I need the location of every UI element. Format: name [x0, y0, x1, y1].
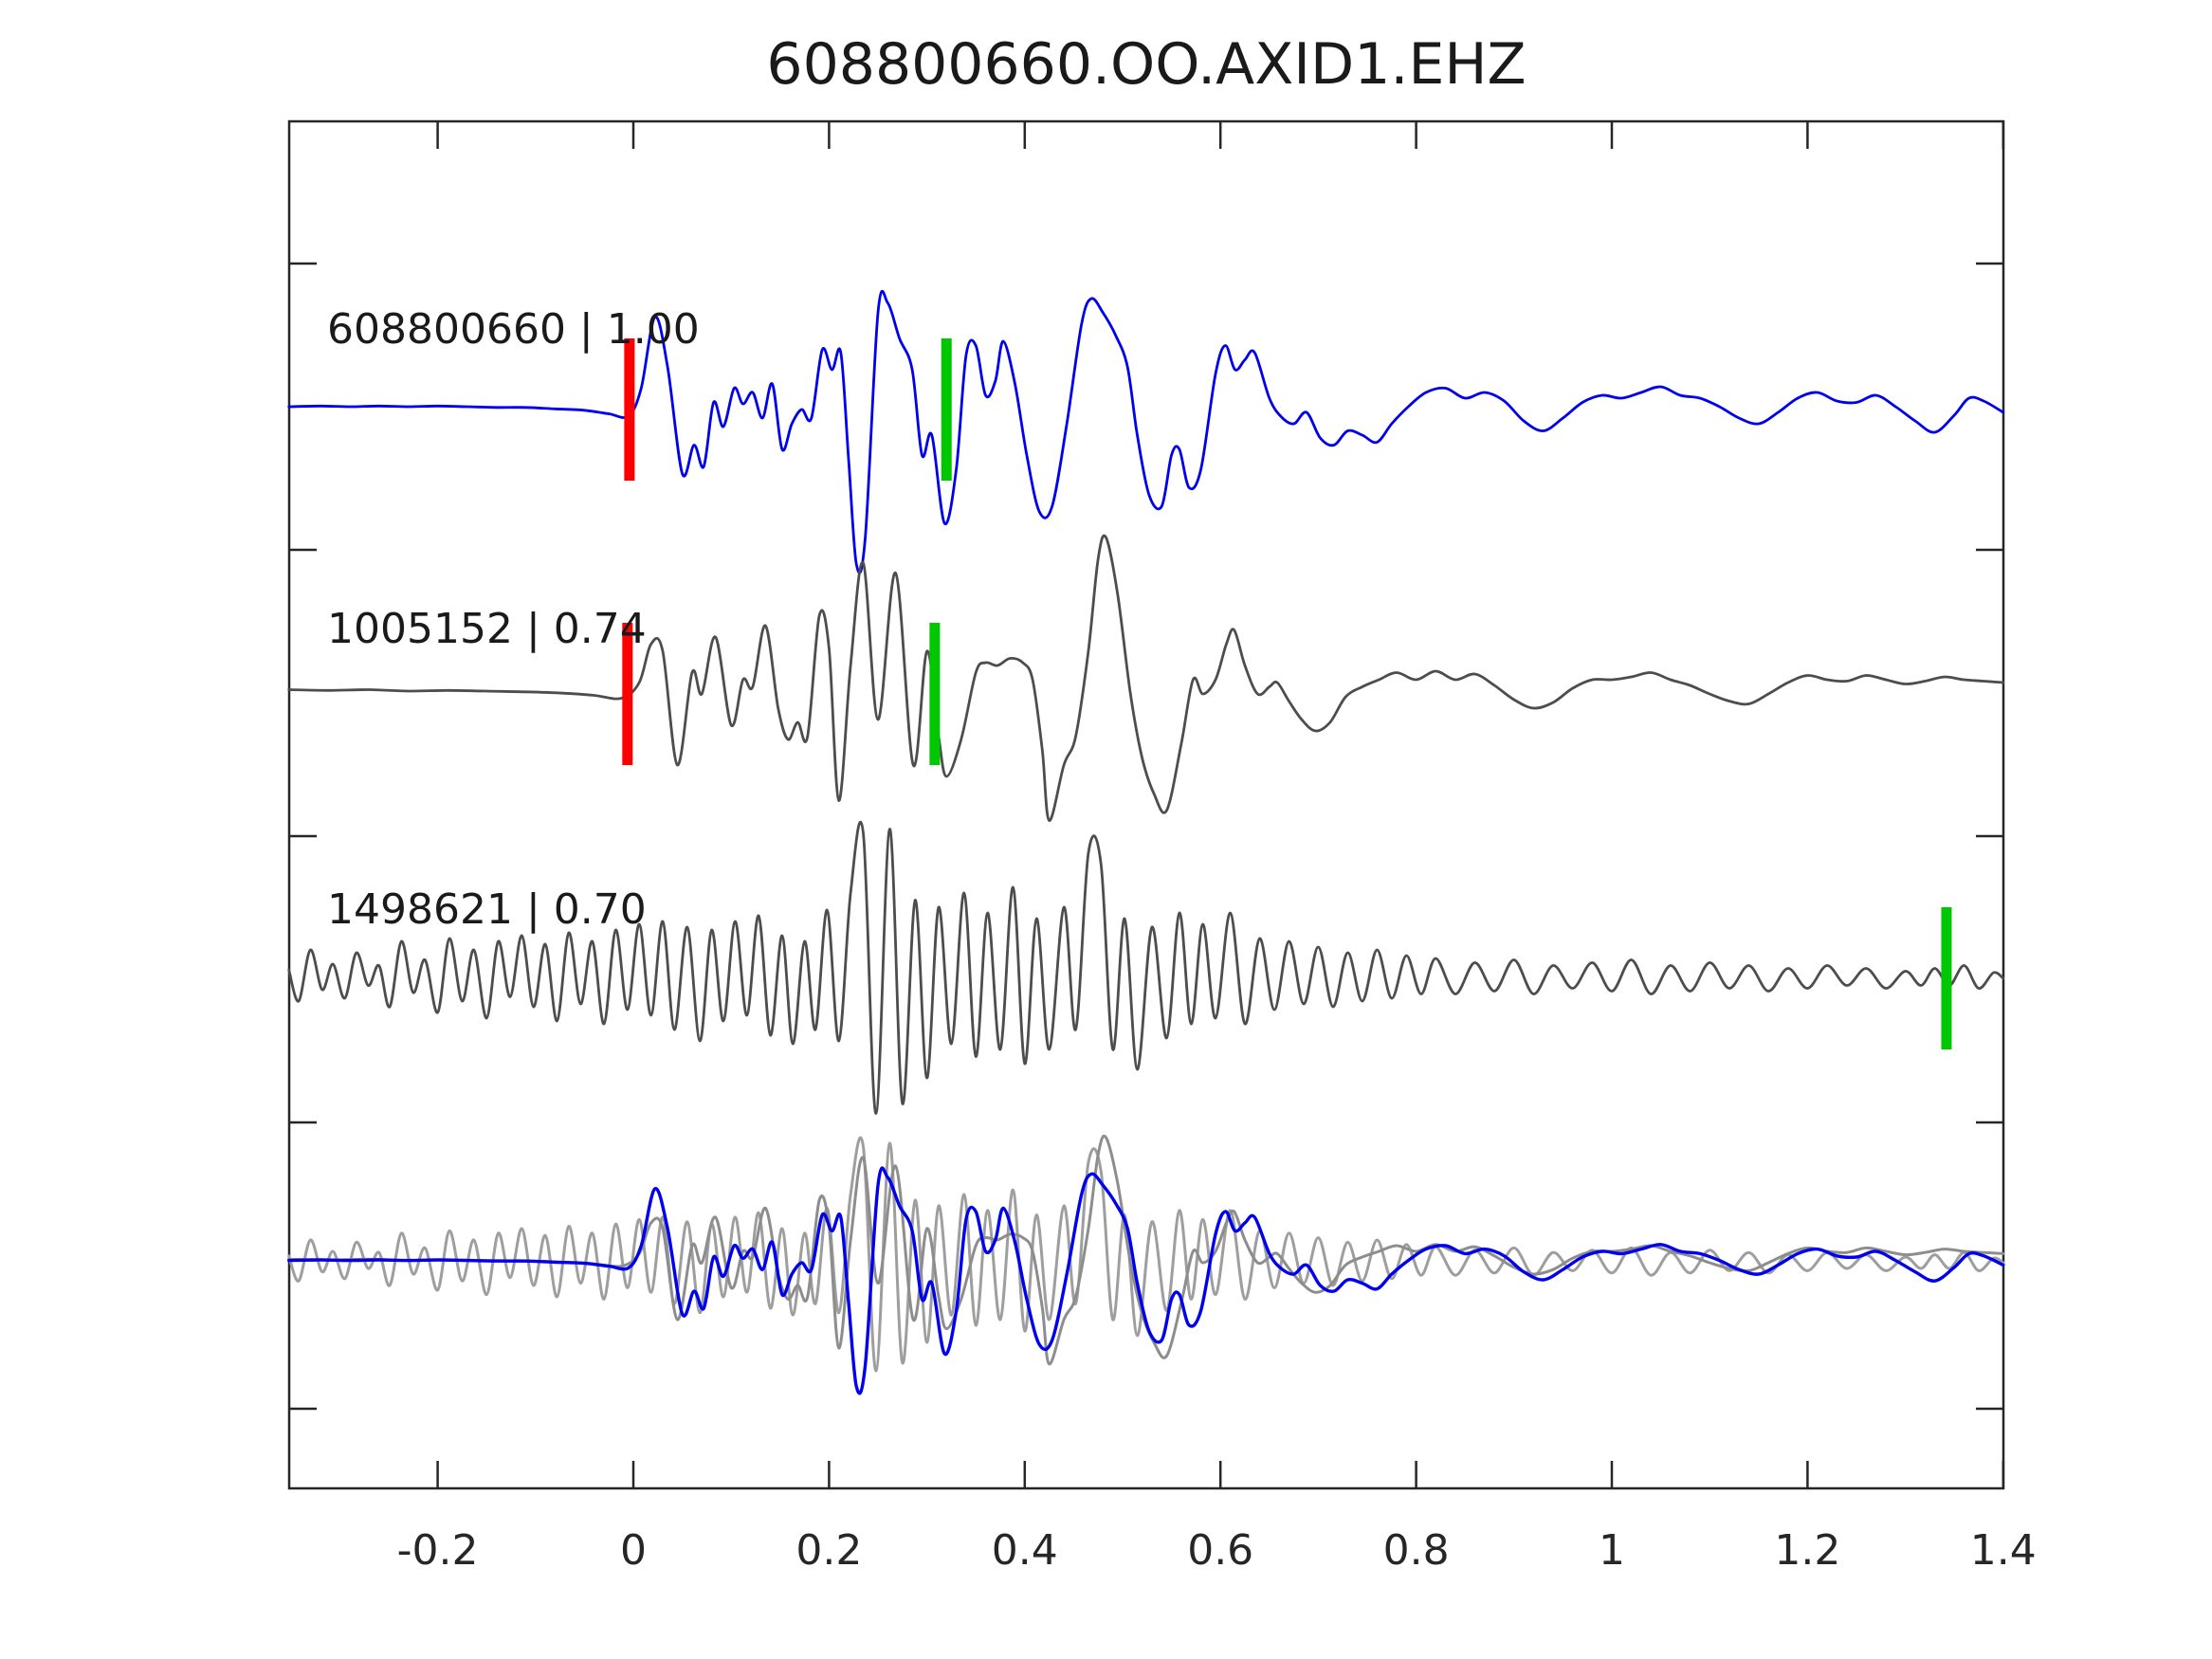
- waveform-trace-608800660: [287, 289, 2005, 574]
- x-tick-label: 1: [1599, 1526, 1625, 1575]
- pick-markers: [622, 338, 1952, 1049]
- x-tick-label: -0.2: [397, 1526, 479, 1575]
- plot-title: 608800660.OO.AXID1.EHZ: [766, 31, 1526, 98]
- axes-frame: [287, 119, 2005, 1490]
- x-tick-label: 0.6: [1187, 1526, 1253, 1575]
- trace-labels: 608800660 | 1.00 1005152 | 0.74 1498621 | …: [327, 305, 700, 934]
- trace-label-1498621: 1498621 | 0.70: [327, 885, 647, 934]
- overlay-trace-1498621: [287, 1136, 2005, 1373]
- x-tick-labels: -0.2 0 0.2 0.4 0.6 0.8 1 1.2 1.4: [397, 1526, 2037, 1575]
- x-tick-label: 1.2: [1774, 1526, 1840, 1575]
- trace-label-1005152: 1005152 | 0.74: [327, 605, 647, 653]
- axis-ticks: [289, 121, 2005, 1488]
- waveforms: [287, 289, 2005, 1395]
- x-tick-label: 0.2: [795, 1526, 862, 1575]
- x-tick-label: 0.4: [992, 1526, 1058, 1575]
- overlay-trace-608800660: [287, 1166, 2005, 1395]
- x-tick-label: 0.8: [1383, 1526, 1450, 1575]
- x-tick-label: 1.4: [1970, 1526, 2037, 1575]
- x-tick-label: 0: [620, 1526, 647, 1575]
- waveform-trace-1498621: [287, 820, 2005, 1115]
- trace-label-608800660: 608800660 | 1.00: [327, 305, 700, 354]
- waveform-trace-1005152: [287, 534, 2005, 822]
